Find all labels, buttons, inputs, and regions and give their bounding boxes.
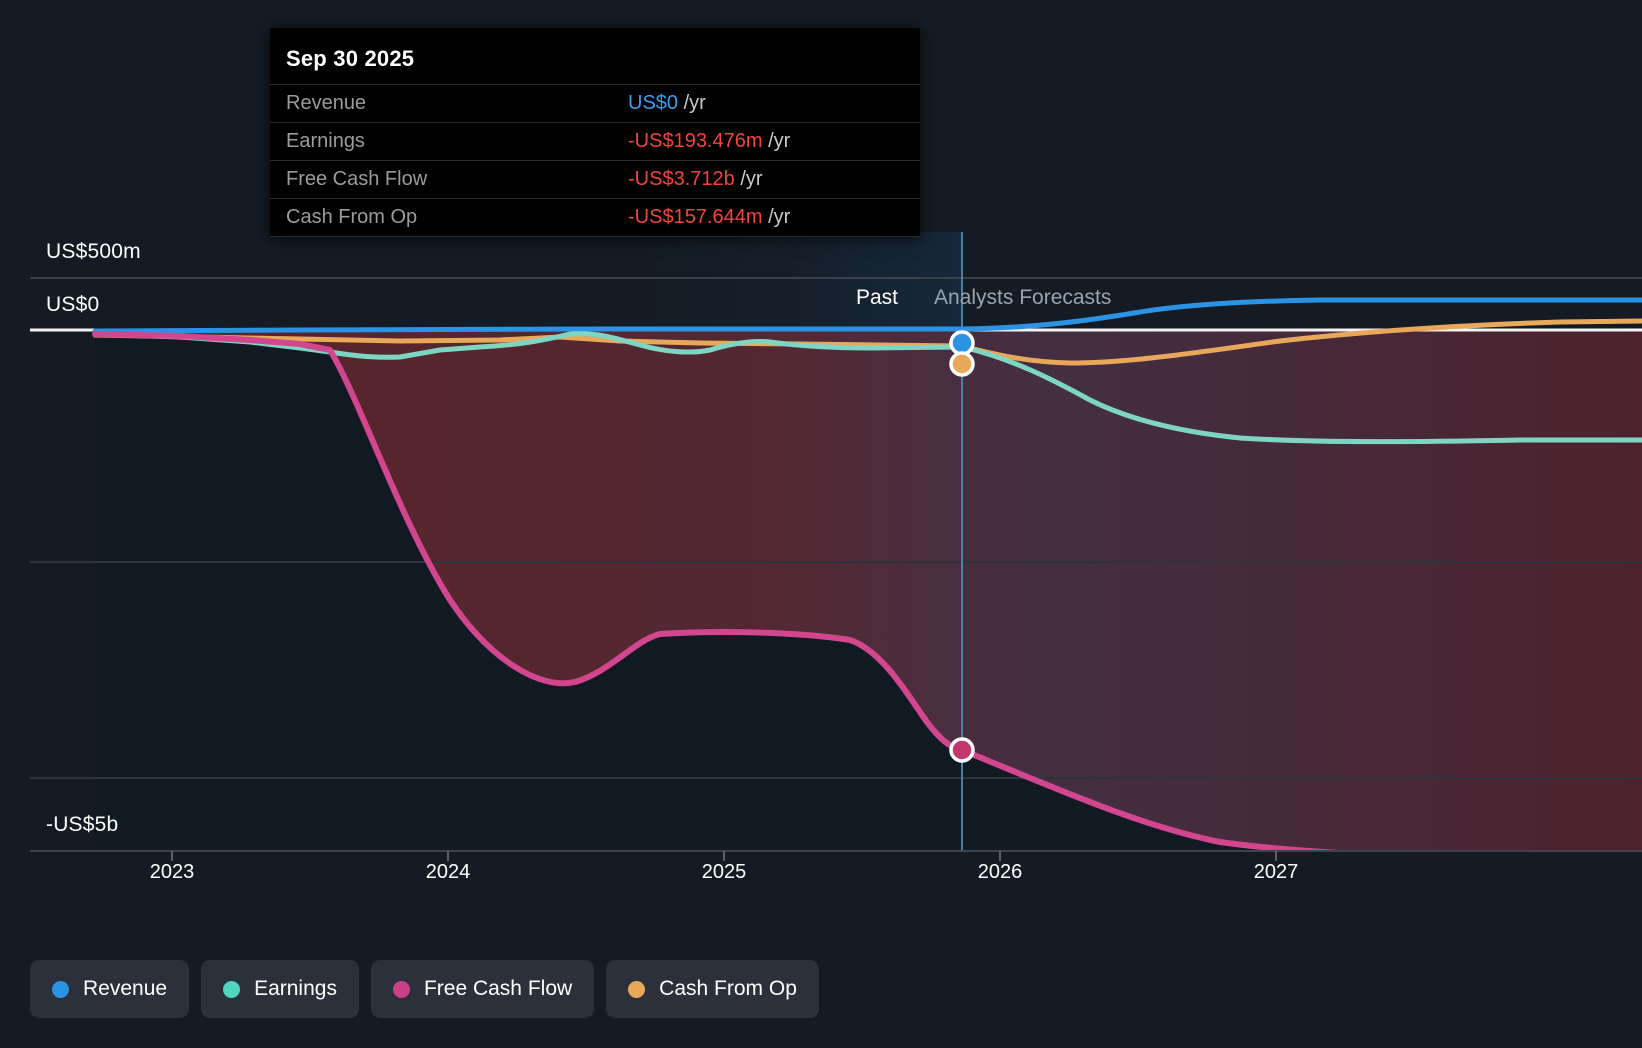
legend-label-cash-from-op: Cash From Op: [659, 977, 797, 1000]
y-axis-label-zero: US$0: [46, 293, 100, 316]
tooltip-label-revenue: Revenue: [286, 92, 367, 114]
legend-item-free-cash-flow[interactable]: Free Cash Flow: [370, 960, 595, 1018]
tooltip-date: Sep 30 2025: [286, 46, 415, 71]
forecast-label: Analysts Forecasts: [934, 286, 1112, 309]
marker-free-cash-flow: [949, 737, 975, 763]
x-axis-label-2024: 2024: [425, 861, 471, 883]
tooltip-unit-earnings: /yr: [768, 130, 791, 152]
data-tooltip: Sep 30 2025 Revenue US$0 /yr Earnings -U…: [270, 28, 920, 237]
tooltip-amount-cash-from-op: -US$157.644m: [628, 206, 763, 228]
series-line-earnings: [92, 331, 1642, 445]
x-axis-label-2023: 2023: [149, 861, 195, 883]
series-line-free-cash-flow: [92, 331, 1339, 850]
marker-cash-from-op: [949, 351, 975, 377]
tooltip-row-earnings: Earnings -US$193.476m /yr: [270, 122, 920, 160]
legend-item-earnings[interactable]: Earnings: [201, 960, 359, 1018]
marker-revenue: [949, 330, 975, 356]
legend-item-revenue[interactable]: Revenue: [30, 960, 190, 1018]
tooltip-unit-free-cash-flow: /yr: [740, 168, 763, 190]
tooltip-row-free-cash-flow: Free Cash Flow -US$3.712b /yr: [270, 160, 920, 198]
legend-item-cash-from-op[interactable]: Cash From Op: [606, 960, 819, 1018]
tooltip-label-earnings: Earnings: [286, 130, 365, 152]
fcf-below-fill: [95, 334, 1642, 850]
negative-area-fill: [95, 330, 1642, 850]
legend-label-earnings: Earnings: [254, 977, 337, 1000]
series-line-revenue: [92, 297, 1642, 334]
tooltip-label-cash-from-op: Cash From Op: [286, 206, 418, 228]
y-axis-label-top: US$500m: [46, 240, 141, 263]
y-axis-label-bottom: -US$5b: [46, 813, 119, 836]
tooltip-amount-revenue: US$0: [628, 92, 679, 114]
legend-dot-earnings-icon: [223, 980, 241, 998]
x-axis-label-2027: 2027: [1253, 861, 1299, 883]
past-label: Past: [856, 286, 899, 309]
tooltip-value-earnings: -US$193.476m /yr: [628, 130, 790, 153]
legend-label-free-cash-flow: Free Cash Flow: [423, 977, 573, 1000]
x-axis-label-2025: 2025: [701, 861, 747, 883]
chart-legend: Revenue Earnings Free Cash Flow Cash Fro…: [30, 960, 819, 1018]
tooltip-value-free-cash-flow: -US$3.712b /yr: [628, 168, 763, 191]
legend-dot-revenue-icon: [52, 980, 69, 998]
x-axis-label-2026: 2026: [977, 861, 1023, 883]
tooltip-value-revenue: US$0 /yr: [628, 92, 706, 115]
tooltip-amount-free-cash-flow: -US$3.712b: [628, 168, 735, 190]
legend-label-revenue: Revenue: [83, 977, 168, 1000]
legend-dot-cash-from-op-icon: [628, 980, 646, 998]
legend-dot-free-cash-flow-icon: [392, 980, 410, 998]
tooltip-label-free-cash-flow: Free Cash Flow: [286, 168, 428, 190]
tooltip-value-cash-from-op: -US$157.644m /yr: [628, 206, 790, 229]
tooltip-unit-revenue: /yr: [683, 92, 706, 114]
tooltip-row-revenue: Revenue US$0 /yr: [270, 84, 920, 122]
tooltip-row-cash-from-op: Cash From Op -US$157.644m /yr: [270, 198, 920, 237]
tooltip-amount-earnings: -US$193.476m: [628, 130, 763, 152]
tooltip-unit-cash-from-op: /yr: [768, 206, 791, 228]
